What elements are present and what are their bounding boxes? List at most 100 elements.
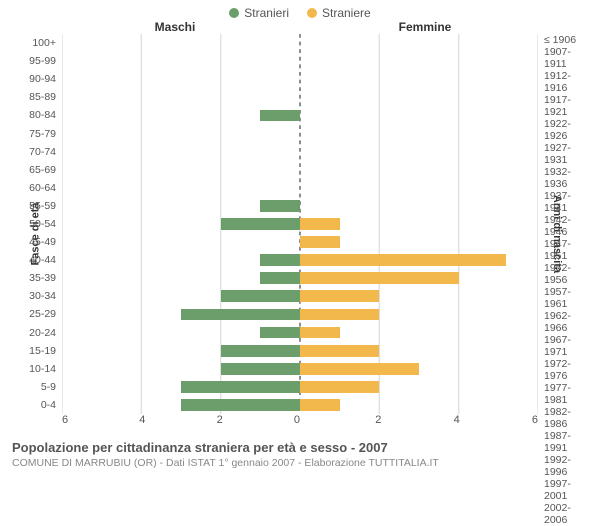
x-ticks-right: 2 4 6 xyxy=(300,414,538,434)
bar-row xyxy=(62,269,538,287)
age-label: 60-64 xyxy=(12,179,60,197)
header-male: Maschi xyxy=(0,20,300,34)
birth-label: 1972-1976 xyxy=(540,358,588,382)
birth-label: 1907-1911 xyxy=(540,46,588,70)
birth-label: 1937-1941 xyxy=(540,190,588,214)
age-label: 80-84 xyxy=(12,106,60,124)
bar-row xyxy=(62,88,538,106)
x-tick: 2 xyxy=(217,414,223,434)
x-tick: 6 xyxy=(62,414,68,434)
bar-row xyxy=(62,161,538,179)
bar-row xyxy=(62,396,538,414)
age-label: 45-49 xyxy=(12,233,60,251)
age-label: 95-99 xyxy=(12,52,60,70)
age-label: 50-54 xyxy=(12,215,60,233)
legend-item-male: Stranieri xyxy=(229,6,289,20)
bar-male xyxy=(260,200,300,212)
age-label: 20-24 xyxy=(12,324,60,342)
bar-male xyxy=(221,363,300,375)
bar-male xyxy=(260,254,300,266)
bar-row xyxy=(62,143,538,161)
bar-female xyxy=(300,327,340,339)
bar-row xyxy=(62,360,538,378)
y-labels-age: 100+95-9990-9485-8980-8475-7970-7465-696… xyxy=(12,34,60,414)
age-label: 90-94 xyxy=(12,70,60,88)
age-label: 40-44 xyxy=(12,251,60,269)
header-female: Femmine xyxy=(300,20,600,34)
birth-label: 1922-1926 xyxy=(540,118,588,142)
bar-female xyxy=(300,218,340,230)
age-label: 0-4 xyxy=(12,396,60,414)
x-tick: 6 xyxy=(532,414,538,434)
bar-female xyxy=(300,363,419,375)
bar-male xyxy=(181,309,300,321)
birth-label: 1932-1936 xyxy=(540,166,588,190)
bar-row xyxy=(62,305,538,323)
x-tick: 2 xyxy=(375,414,381,434)
age-label: 85-89 xyxy=(12,88,60,106)
birth-label: 1927-1931 xyxy=(540,142,588,166)
bar-male xyxy=(221,345,300,357)
x-tick: 4 xyxy=(139,414,145,434)
chart-title: Popolazione per cittadinanza straniera p… xyxy=(12,440,588,455)
bar-row xyxy=(62,70,538,88)
birth-label: 1912-1916 xyxy=(540,70,588,94)
age-label: 30-34 xyxy=(12,287,60,305)
bar-male xyxy=(260,272,300,284)
bar-female xyxy=(300,345,379,357)
age-label: 35-39 xyxy=(12,269,60,287)
bar-row xyxy=(62,124,538,142)
birth-label: 1962-1966 xyxy=(540,310,588,334)
x-axis: 6420 246 xyxy=(62,414,538,434)
birth-label: 1982-1986 xyxy=(540,406,588,430)
age-label: 15-19 xyxy=(12,342,60,360)
chart-subtitle: COMUNE DI MARRUBIU (OR) - Dati ISTAT 1° … xyxy=(12,457,588,469)
bar-male xyxy=(260,110,300,122)
bar-male xyxy=(221,218,300,230)
chart-container: Stranieri Straniere Maschi Femmine Fasce… xyxy=(0,0,600,500)
age-label: 10-14 xyxy=(12,360,60,378)
y-labels-birth: ≤ 19061907-19111912-19161917-19211922-19… xyxy=(540,34,588,414)
bar-row xyxy=(62,251,538,269)
bar-row xyxy=(62,287,538,305)
bar-row xyxy=(62,52,538,70)
birth-label: 1977-1981 xyxy=(540,382,588,406)
bar-row xyxy=(62,342,538,360)
bar-female xyxy=(300,381,379,393)
bar-female xyxy=(300,236,340,248)
legend-swatch-male xyxy=(229,8,239,18)
age-label: 5-9 xyxy=(12,378,60,396)
age-label: 100+ xyxy=(12,34,60,52)
bar-female xyxy=(300,272,459,284)
bar-row xyxy=(62,233,538,251)
age-label: 65-69 xyxy=(12,161,60,179)
legend: Stranieri Straniere xyxy=(0,0,600,20)
bar-row xyxy=(62,378,538,396)
bar-row xyxy=(62,179,538,197)
legend-swatch-female xyxy=(307,8,317,18)
bar-female xyxy=(300,254,506,266)
legend-item-female: Straniere xyxy=(307,6,371,20)
birth-label: 1952-1956 xyxy=(540,262,588,286)
bars xyxy=(62,34,538,414)
footer: Popolazione per cittadinanza straniera p… xyxy=(0,434,600,469)
x-ticks-left: 6420 xyxy=(62,414,300,434)
birth-label: 1997-2001 xyxy=(540,478,588,502)
age-label: 25-29 xyxy=(12,305,60,323)
bar-female xyxy=(300,290,379,302)
birth-label: 2002-2006 xyxy=(540,502,588,526)
bar-female xyxy=(300,399,340,411)
birth-label: 1967-1971 xyxy=(540,334,588,358)
bar-row xyxy=(62,34,538,52)
bar-female xyxy=(300,309,379,321)
birth-label: 1992-1996 xyxy=(540,454,588,478)
birth-label: 1957-1961 xyxy=(540,286,588,310)
legend-label-female: Straniere xyxy=(322,6,371,20)
bar-row xyxy=(62,106,538,124)
bar-row xyxy=(62,197,538,215)
bar-row xyxy=(62,215,538,233)
birth-label: 1987-1991 xyxy=(540,430,588,454)
bar-male xyxy=(181,399,300,411)
x-tick: 4 xyxy=(454,414,460,434)
birth-label: ≤ 1906 xyxy=(540,34,588,46)
